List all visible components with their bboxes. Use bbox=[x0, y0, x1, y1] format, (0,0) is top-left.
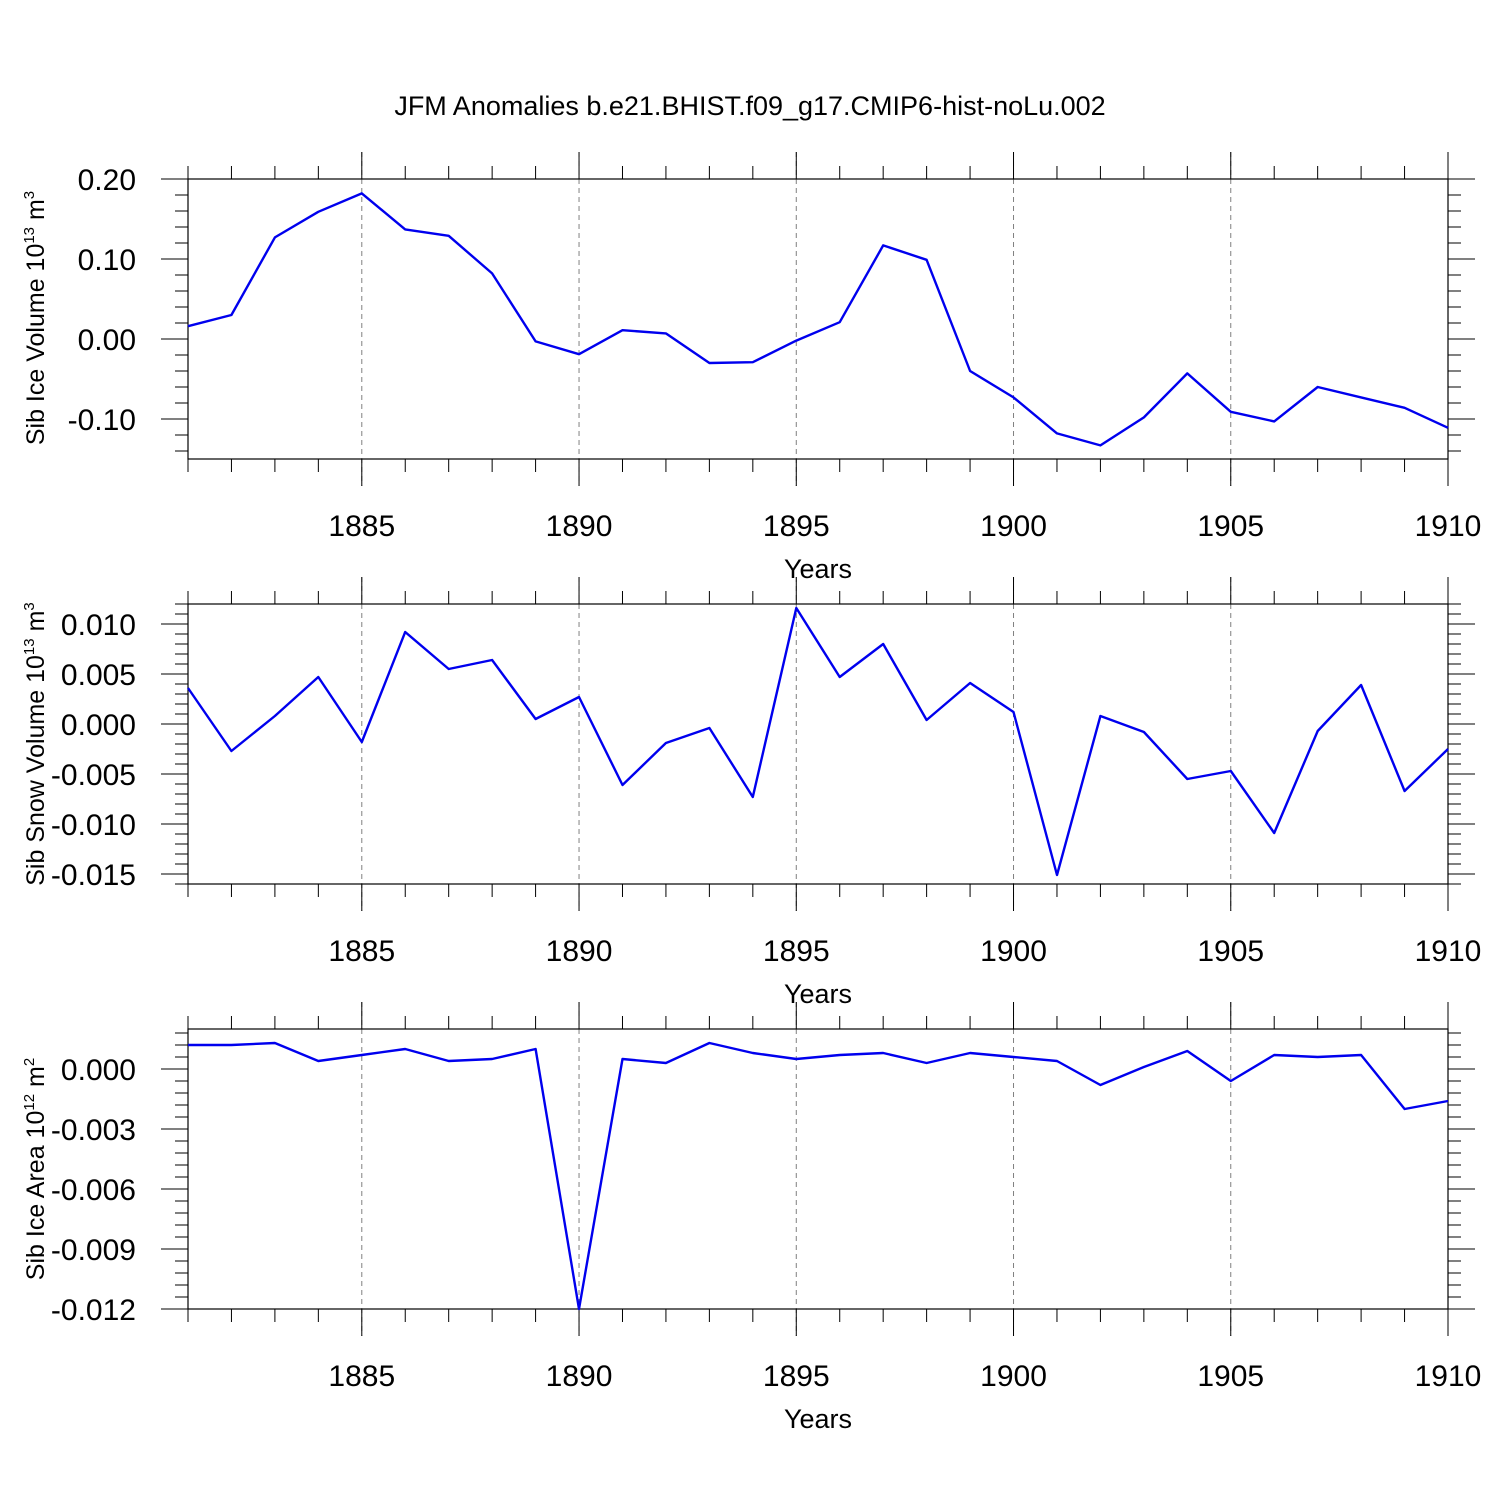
x-tick-label-1905: 1905 bbox=[1197, 510, 1264, 543]
y-axis-label: Sib Snow Volume 1013 m3 bbox=[21, 602, 50, 886]
chart-title: JFM Anomalies b.e21.BHIST.f09_g17.CMIP6-… bbox=[394, 91, 1105, 121]
plot-frame bbox=[187, 1028, 1449, 1310]
x-tick-label-1895: 1895 bbox=[763, 935, 830, 968]
y-tick-label: -0.005 bbox=[51, 759, 136, 792]
y-tick-label: 0.010 bbox=[61, 609, 136, 642]
panel-2: 0.010 0.005 0.000 -0.005 -0.010 -0.015 1885 189… bbox=[21, 577, 1481, 1009]
y-tick-label: -0.003 bbox=[51, 1114, 136, 1147]
y-tick-label: -0.012 bbox=[51, 1294, 136, 1327]
x-tick-label-1885: 1885 bbox=[328, 1360, 395, 1393]
y-tick-label: 0.000 bbox=[61, 1054, 136, 1087]
x-tick-label-1885: 1885 bbox=[328, 510, 395, 543]
y-tick-label: 0.00 bbox=[78, 324, 136, 357]
y-tick-label: 0.005 bbox=[61, 659, 136, 692]
x-tick-label-1895: 1895 bbox=[763, 1360, 830, 1393]
x-tick-label-1910: 1910 bbox=[1415, 510, 1482, 543]
x-tick-label-1885: 1885 bbox=[328, 935, 395, 968]
x-axis-label: Years bbox=[784, 979, 852, 1009]
y-tick-label: -0.10 bbox=[68, 404, 136, 437]
y-tick-label: 0.10 bbox=[78, 244, 136, 277]
x-tick-label-1900: 1900 bbox=[980, 935, 1047, 968]
series-line-sib-ice-volume bbox=[187, 192, 1449, 447]
x-tick-label-1910: 1910 bbox=[1415, 935, 1482, 968]
panel-1: 0.20 0.10 0.00 -0.10 1885 1890 1895 1900 1905 191… bbox=[21, 152, 1481, 584]
x-tick-label-1900: 1900 bbox=[980, 510, 1047, 543]
y-axis-label: Sib Ice Volume 1013 m3 bbox=[21, 191, 50, 445]
series-line-sib-ice-area bbox=[188, 1041, 1449, 1311]
y-tick-label: 0.20 bbox=[78, 164, 136, 197]
panel-3: 0.000 -0.003 -0.006 -0.009 -0.012 1885 1890 189… bbox=[21, 1002, 1481, 1434]
y-tick-label: -0.009 bbox=[51, 1234, 136, 1267]
x-tick-label-1890: 1890 bbox=[546, 935, 613, 968]
y-tick-label: -0.010 bbox=[51, 809, 136, 842]
x-tick-label-1905: 1905 bbox=[1197, 935, 1264, 968]
plot-frame bbox=[187, 178, 1449, 460]
y-tick-label: -0.006 bbox=[51, 1174, 136, 1207]
x-tick-label-1910: 1910 bbox=[1415, 1360, 1482, 1393]
x-tick-label-1895: 1895 bbox=[763, 510, 830, 543]
panels-container: 0.20 0.10 0.00 -0.10 1885 1890 1895 1900 1905 191… bbox=[21, 152, 1481, 1434]
x-tick-label-1890: 1890 bbox=[546, 510, 613, 543]
x-tick-label-1890: 1890 bbox=[546, 1360, 613, 1393]
y-axis-label: Sib Ice Area 1012 m2 bbox=[21, 1058, 50, 1280]
x-axis-label: Years bbox=[784, 554, 852, 584]
x-tick-label-1900: 1900 bbox=[980, 1360, 1047, 1393]
y-tick-label: 0.000 bbox=[61, 709, 136, 742]
y-tick-label: -0.015 bbox=[51, 859, 136, 892]
series-line-sib-snow-volume bbox=[187, 606, 1449, 877]
x-tick-label-1905: 1905 bbox=[1197, 1360, 1264, 1393]
x-axis-label: Years bbox=[784, 1404, 852, 1434]
plot-frame bbox=[187, 603, 1449, 885]
